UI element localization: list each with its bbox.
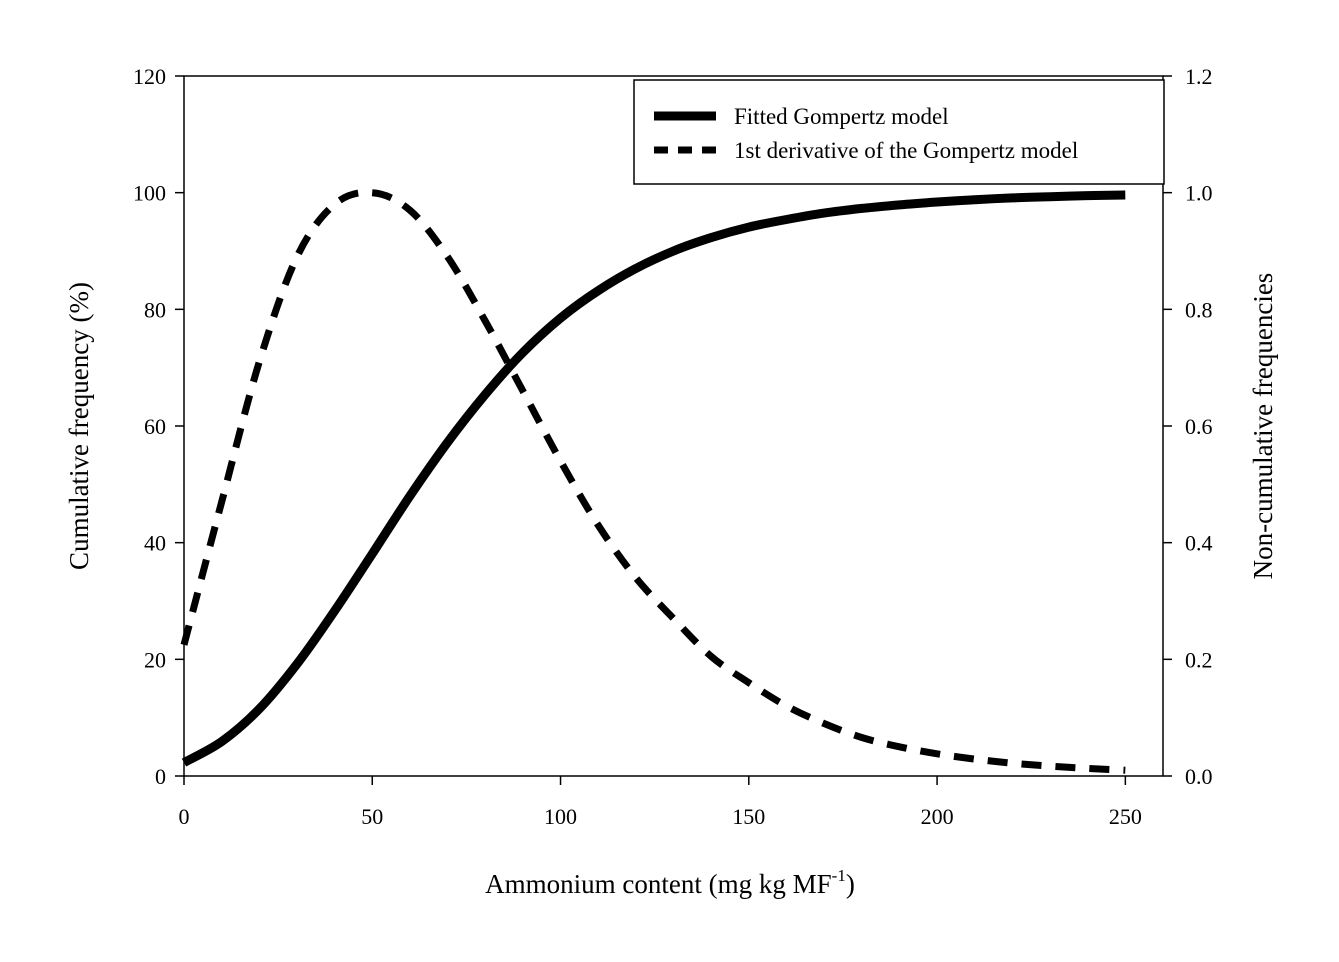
series-line-derivative	[180, 188, 1126, 774]
y-tick-label: 20	[144, 647, 166, 672]
y-tick-label: 80	[144, 297, 166, 322]
x-axis-title-end: )	[846, 869, 855, 899]
legend-label-gompertz: Fitted Gompertz model	[734, 104, 949, 129]
x-tick-label: 250	[1109, 804, 1142, 829]
x-axis-title: Ammonium content (mg kg MF-1)	[485, 866, 855, 899]
x-axis-title-superscript: -1	[832, 866, 846, 885]
legend: Fitted Gompertz model 1st derivative of …	[633, 79, 1165, 185]
x-axis-title-main: Ammonium content (mg kg MF	[485, 869, 832, 899]
y2-tick-label: 0.6	[1185, 414, 1213, 439]
y-tick-label: 100	[133, 181, 166, 206]
y-tick-label: 40	[144, 531, 166, 556]
y2-tick-label: 0.2	[1185, 647, 1213, 672]
y2-tick-label: 0.4	[1185, 531, 1213, 556]
y2-tick-label: 1.2	[1185, 64, 1213, 89]
y-tick-label: 0	[155, 764, 166, 789]
series-layer	[180, 188, 1126, 774]
x-tick-label: 0	[179, 804, 190, 829]
y2-tick-label: 1.0	[1185, 181, 1213, 206]
y2-axis-title: Non-cumulative frequencies	[1248, 273, 1278, 580]
series-line-gompertz	[181, 190, 1126, 767]
y-tick-label: 120	[133, 64, 166, 89]
axes: 0 50 100 150 200 250 0 20 40 60 80 100 120 0.0 0.2 0.4 0…	[133, 64, 1213, 829]
x-tick-label: 50	[361, 804, 383, 829]
x-tick-label: 150	[732, 804, 765, 829]
legend-label-derivative: 1st derivative of the Gompertz model	[734, 138, 1078, 163]
x-tick-label: 200	[921, 804, 954, 829]
y2-tick-label: 0.0	[1185, 764, 1213, 789]
y-axis-title: Cumulative frequency (%)	[64, 282, 94, 570]
y-tick-label: 60	[144, 414, 166, 439]
legend-box	[633, 79, 1165, 185]
y2-tick-label: 0.8	[1185, 297, 1213, 322]
x-tick-label: 100	[544, 804, 577, 829]
